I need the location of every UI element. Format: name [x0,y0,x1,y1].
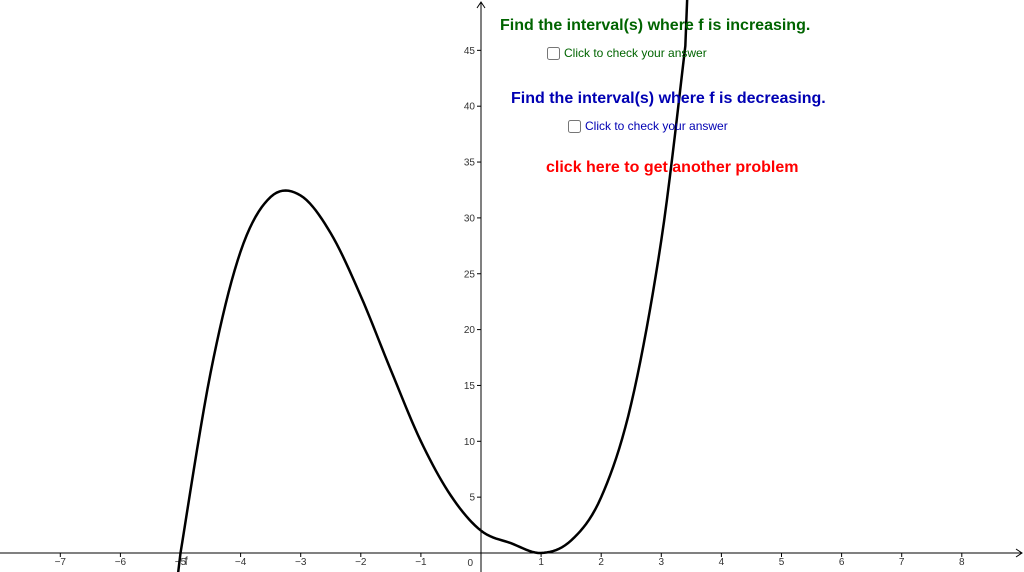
x-tick-label: −7 [55,557,67,568]
increasing-check-toggle[interactable]: Click to check your answer [547,46,707,60]
y-tick-label: 15 [464,381,476,392]
decreasing-check-checkbox[interactable] [568,119,581,133]
increasing-question-title: Find the interval(s) where f is increasi… [500,17,811,34]
y-tick-label: 40 [464,102,476,113]
y-tick-label: 35 [464,158,476,169]
x-tick-label: −1 [415,557,427,568]
x-tick-label: 4 [719,557,725,568]
x-tick-label: 1 [538,557,544,568]
function-curve [176,0,689,572]
x-tick-label: −3 [295,557,307,568]
x-tick-label: 3 [659,557,665,568]
y-tick-label: 25 [464,269,476,280]
new-problem-link[interactable]: click here to get another problem [546,159,799,176]
x-tick-label: 7 [899,557,905,568]
y-tick-label: 20 [464,325,476,336]
decreasing-check-toggle[interactable]: Click to check your answer [568,119,728,133]
x-tick-label: −5 [175,557,187,568]
y-axis-arrow [476,1,486,9]
decreasing-check-label: Click to check your answer [585,119,728,133]
y-tick-label: 5 [469,493,475,504]
x-tick-label: −4 [235,557,247,568]
x-tick-label: −6 [115,557,127,568]
increasing-check-label: Click to check your answer [564,46,707,60]
x-tick-label: 8 [959,557,965,568]
y-tick-label: 30 [464,213,476,224]
function-label: f [185,554,189,568]
y-tick-label: 45 [464,46,476,57]
increasing-check-checkbox[interactable] [547,46,560,60]
x-axis-arrow [1015,548,1023,558]
x-tick-label: 6 [839,557,845,568]
origin-label: 0 [467,558,473,569]
x-tick-label: 2 [598,557,604,568]
y-tick-label: 10 [464,437,476,448]
decreasing-question-title: Find the interval(s) where f is decreasi… [511,90,826,107]
x-tick-label: −2 [355,557,367,568]
x-tick-label: 5 [779,557,785,568]
